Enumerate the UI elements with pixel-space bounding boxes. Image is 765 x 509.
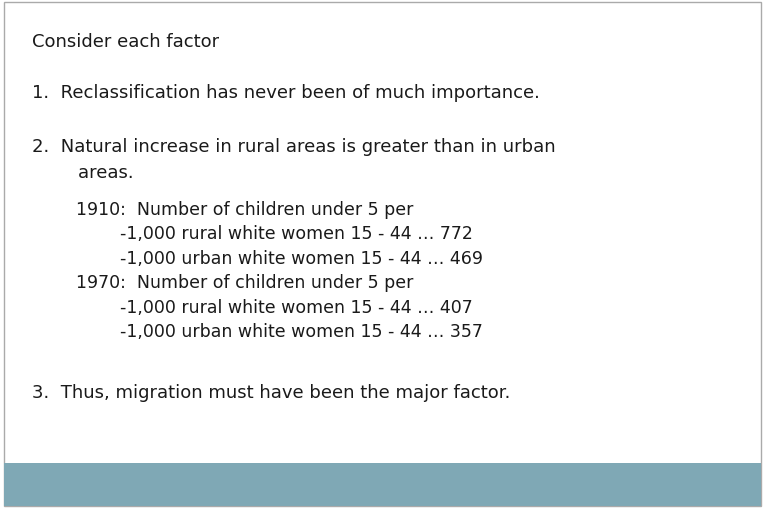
Text: -1,000 rural white women 15 - 44 … 772: -1,000 rural white women 15 - 44 … 772 <box>32 225 473 243</box>
Text: Consider each factor: Consider each factor <box>32 33 220 51</box>
Text: 3.  Thus, migration must have been the major factor.: 3. Thus, migration must have been the ma… <box>32 383 510 401</box>
Text: 2.  Natural increase in rural areas is greater than in urban: 2. Natural increase in rural areas is gr… <box>32 137 555 155</box>
Text: -1,000 urban white women 15 - 44 … 469: -1,000 urban white women 15 - 44 … 469 <box>32 249 483 267</box>
Text: -1,000 urban white women 15 - 44 … 357: -1,000 urban white women 15 - 44 … 357 <box>32 323 483 341</box>
Bar <box>4 463 761 506</box>
Text: areas.: areas. <box>32 164 134 182</box>
Text: 1970:  Number of children under 5 per: 1970: Number of children under 5 per <box>32 274 414 292</box>
Text: 1910:  Number of children under 5 per: 1910: Number of children under 5 per <box>32 201 414 218</box>
Text: 1.  Reclassification has never been of much importance.: 1. Reclassification has never been of mu… <box>32 84 540 102</box>
Text: -1,000 rural white women 15 - 44 … 407: -1,000 rural white women 15 - 44 … 407 <box>32 298 473 316</box>
